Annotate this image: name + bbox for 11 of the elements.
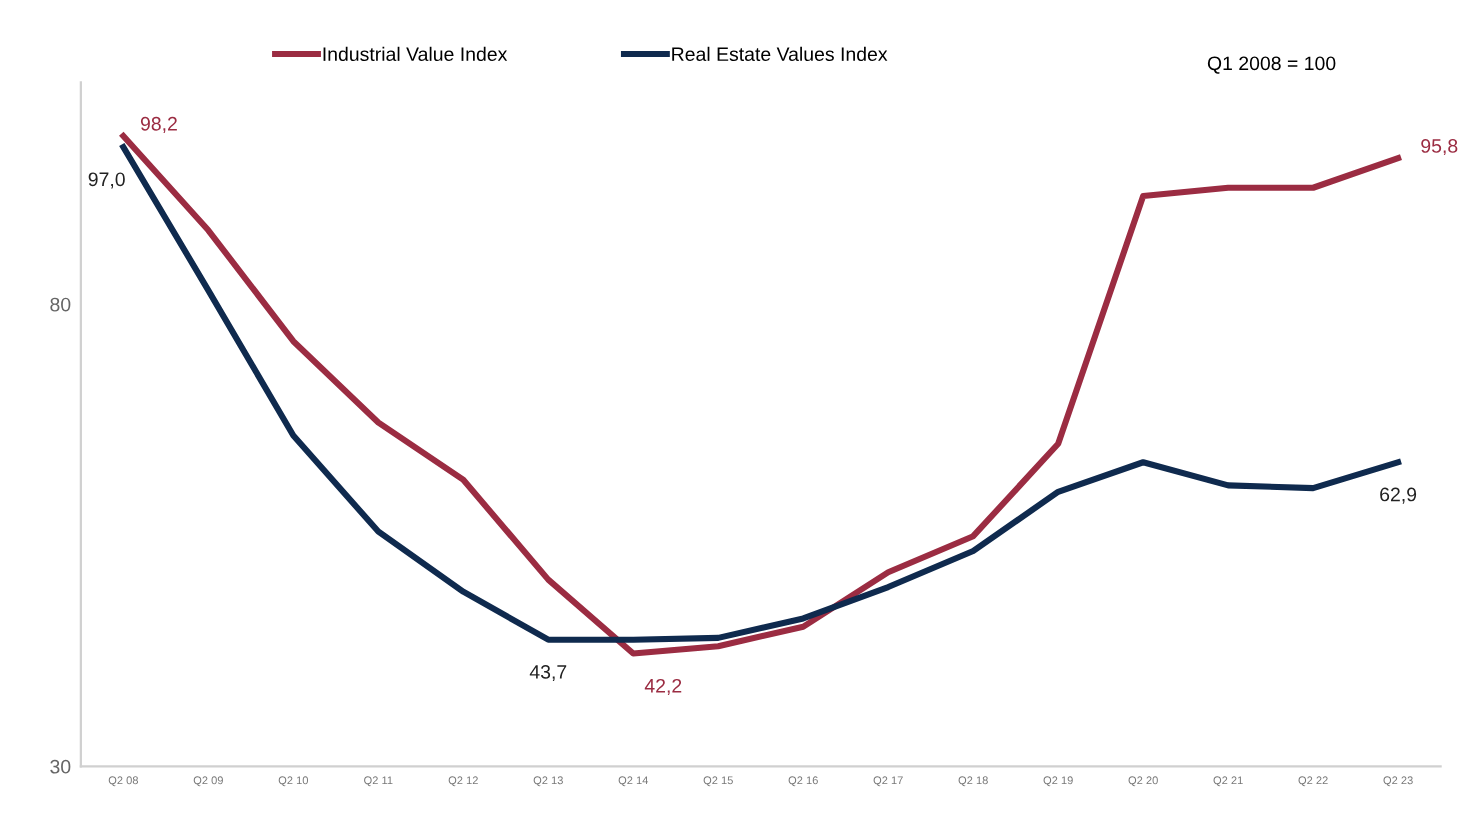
legend-label: Real Estate Values Index bbox=[672, 46, 888, 62]
data-label: 95,8 bbox=[1421, 139, 1458, 156]
data-label: 43,7 bbox=[529, 665, 567, 682]
data-label: 62,9 bbox=[1380, 487, 1417, 504]
data-label: 42,2 bbox=[644, 678, 682, 695]
data-label: 97,0 bbox=[88, 172, 125, 189]
y-tick-label: 80 bbox=[50, 297, 71, 312]
legend-label: Industrial Value Index bbox=[323, 46, 508, 62]
text: Q1 2008 = 100 bbox=[1207, 56, 1336, 74]
data-label: 98,2 bbox=[140, 116, 177, 133]
y-tick-label: 30 bbox=[50, 759, 71, 774]
